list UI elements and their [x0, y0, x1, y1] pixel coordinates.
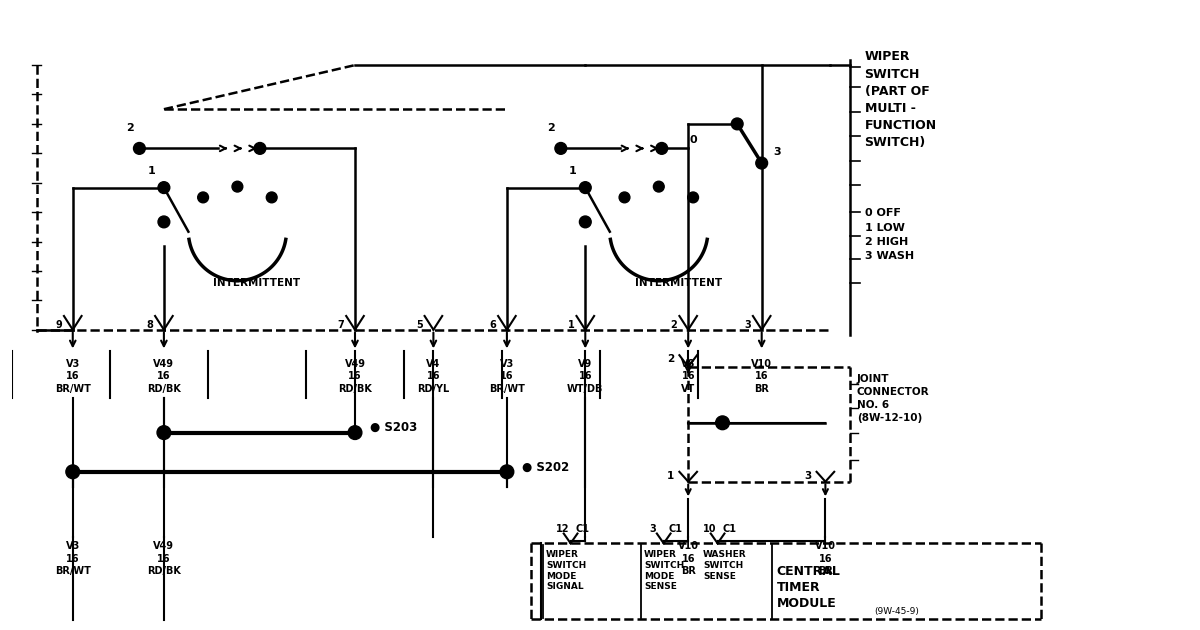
Circle shape	[731, 118, 743, 130]
Text: V10
16
BR: V10 16 BR	[751, 359, 773, 394]
Text: V8
16
VT: V8 16 VT	[682, 359, 695, 394]
Text: V49
16
RD/BK: V49 16 RD/BK	[338, 359, 372, 394]
Text: 3: 3	[774, 147, 781, 158]
Text: V49
16
RD/BK: V49 16 RD/BK	[146, 541, 181, 576]
Circle shape	[580, 181, 592, 193]
Text: 3: 3	[744, 320, 751, 329]
Circle shape	[688, 192, 698, 203]
Circle shape	[554, 142, 566, 154]
Text: INTERMITTENT: INTERMITTENT	[214, 278, 300, 288]
Text: JOINT
CONNECTOR
NO. 6
(8W-12-10): JOINT CONNECTOR NO. 6 (8W-12-10)	[857, 374, 929, 423]
Circle shape	[656, 142, 667, 154]
Text: 3: 3	[649, 524, 655, 534]
Text: ● S203: ● S203	[370, 421, 416, 434]
Circle shape	[266, 192, 277, 203]
Circle shape	[198, 192, 209, 203]
Text: 10: 10	[703, 524, 716, 534]
Circle shape	[715, 416, 730, 430]
Text: 7: 7	[337, 320, 344, 329]
Text: 8: 8	[146, 320, 154, 329]
Text: V9
16
WT/DB: V9 16 WT/DB	[568, 359, 604, 394]
Text: 2: 2	[671, 320, 677, 329]
Text: V4
16
RD/YL: V4 16 RD/YL	[418, 359, 450, 394]
Text: 1: 1	[568, 320, 575, 329]
Text: 9: 9	[55, 320, 62, 329]
Text: WASHER
SWITCH
SENSE: WASHER SWITCH SENSE	[703, 550, 746, 581]
Text: 1: 1	[569, 166, 576, 176]
Circle shape	[158, 216, 169, 228]
Circle shape	[756, 158, 768, 169]
Circle shape	[158, 181, 169, 193]
Circle shape	[619, 192, 630, 203]
Text: 2: 2	[667, 354, 674, 364]
Text: 0: 0	[689, 135, 697, 146]
Text: INTERMITTENT: INTERMITTENT	[635, 278, 722, 288]
Text: C1: C1	[722, 524, 737, 534]
Circle shape	[157, 426, 170, 440]
Text: V10
16
BR: V10 16 BR	[678, 541, 698, 576]
Text: WIPER
SWITCH
MODE
SENSE: WIPER SWITCH MODE SENSE	[644, 550, 684, 592]
Text: 2: 2	[126, 123, 133, 133]
Circle shape	[254, 142, 266, 154]
Circle shape	[348, 426, 362, 440]
Text: ● S202: ● S202	[522, 461, 569, 473]
Circle shape	[654, 181, 664, 192]
Text: V49
16
RD/BK: V49 16 RD/BK	[146, 359, 181, 394]
Text: V10
16
BR: V10 16 BR	[815, 541, 836, 576]
Text: C1: C1	[668, 524, 683, 534]
Circle shape	[580, 216, 592, 228]
Circle shape	[133, 142, 145, 154]
Text: WIPER
SWITCH
(PART OF
MULTI -
FUNCTION
SWITCH): WIPER SWITCH (PART OF MULTI - FUNCTION S…	[865, 50, 937, 149]
Text: CENTRAL
TIMER
MODULE: CENTRAL TIMER MODULE	[776, 565, 840, 610]
Text: 1: 1	[148, 166, 155, 176]
Text: (9W-45-9): (9W-45-9)	[875, 607, 919, 616]
Text: C1: C1	[576, 524, 589, 534]
Circle shape	[66, 465, 79, 479]
Circle shape	[500, 465, 514, 479]
Text: V3
16
BR/WT: V3 16 BR/WT	[488, 359, 524, 394]
Text: 6: 6	[490, 320, 496, 329]
Text: 3: 3	[804, 471, 811, 481]
Text: 5: 5	[415, 320, 422, 329]
Text: WIPER
SWITCH
MODE
SIGNAL: WIPER SWITCH MODE SIGNAL	[546, 550, 587, 592]
Text: 0 OFF
1 LOW
2 HIGH
3 WASH: 0 OFF 1 LOW 2 HIGH 3 WASH	[865, 208, 913, 261]
Text: V3
16
BR/WT: V3 16 BR/WT	[55, 541, 91, 576]
Text: 12: 12	[556, 524, 570, 534]
Circle shape	[232, 181, 242, 192]
Text: 1: 1	[667, 471, 674, 481]
Text: 2: 2	[547, 123, 554, 133]
Text: V3
16
BR/WT: V3 16 BR/WT	[55, 359, 91, 394]
